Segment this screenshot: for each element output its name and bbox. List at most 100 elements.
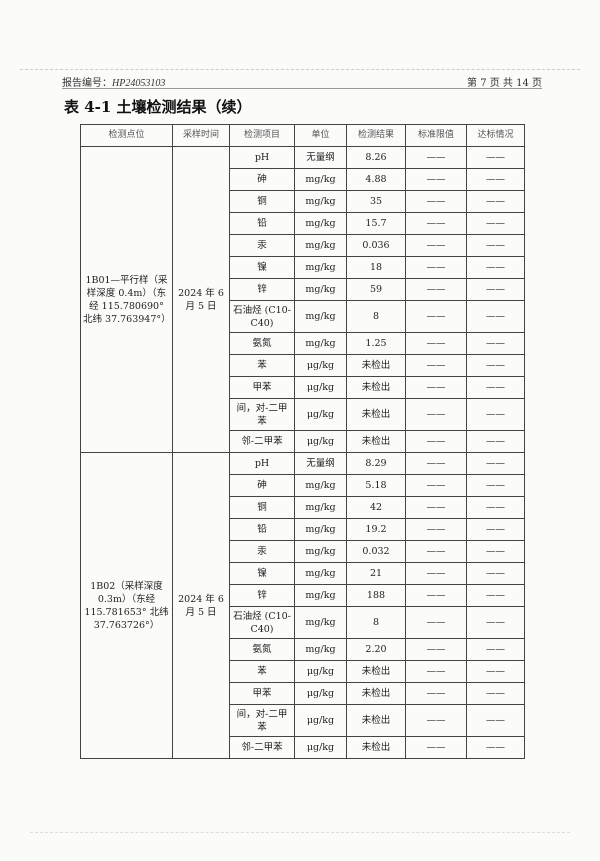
col-status: 达标情况 <box>466 124 525 147</box>
status-cell: —— <box>466 736 525 759</box>
page-header: 报告编号：HP24053103 第 7 页 共 14 页 <box>62 72 542 89</box>
result-cell: 35 <box>346 190 406 213</box>
table-row: 镍 mg/kg 18 —— —— <box>81 256 525 279</box>
item-cell: 甲苯 <box>229 376 295 399</box>
item-cell: 镍 <box>229 256 295 279</box>
item-cell: 邻-二甲苯 <box>229 430 295 453</box>
status-cell: —— <box>466 332 525 355</box>
status-cell: —— <box>466 234 525 257</box>
table-row: 1B02（采样深度 0.3m）（东经 115.781653° 北纬 37.763… <box>80 452 525 759</box>
col-limit: 标准限值 <box>405 124 467 147</box>
item-cell: 铅 <box>229 518 295 541</box>
unit-cell: mg/kg <box>294 256 347 279</box>
unit-cell: μg/kg <box>294 354 347 377</box>
result-cell: 8.29 <box>346 452 406 475</box>
unit-cell: μg/kg <box>294 376 347 399</box>
limit-cell: —— <box>405 234 467 257</box>
result-cell: 19.2 <box>346 518 406 541</box>
limit-cell: —— <box>405 168 467 191</box>
unit-cell: μg/kg <box>294 398 347 431</box>
status-cell: —— <box>466 518 525 541</box>
result-cell: 未检出 <box>346 660 406 683</box>
col-location: 检测点位 <box>80 124 173 147</box>
unit-cell: μg/kg <box>294 704 347 737</box>
unit-cell: mg/kg <box>294 540 347 563</box>
unit-cell: mg/kg <box>294 518 347 541</box>
item-cell: 苯 <box>229 354 295 377</box>
table-row: 苯 μg/kg 未检出 —— —— <box>81 660 525 683</box>
item-cell: pH <box>229 146 295 169</box>
result-cell: 0.036 <box>346 234 406 257</box>
col-result: 检测结果 <box>346 124 406 147</box>
limit-cell: —— <box>405 518 467 541</box>
limit-cell: —— <box>405 146 467 169</box>
date-cell: 2024 年 6 月 5 日 <box>172 452 230 759</box>
item-cell: 氨氮 <box>229 332 295 355</box>
item-cell: 石油烃 (C10-C40) <box>229 606 295 639</box>
date-cell: 2024 年 6 月 5 日 <box>172 146 230 453</box>
location-cell: 1B02（采样深度 0.3m）（东经 115.781653° 北纬 37.763… <box>80 452 173 759</box>
status-cell: —— <box>466 354 525 377</box>
limit-cell: —— <box>405 682 467 705</box>
item-cell: 镍 <box>229 562 295 585</box>
table-row: 砷 mg/kg 4.88 —— —— <box>81 168 525 191</box>
unit-cell: mg/kg <box>294 562 347 585</box>
table-title: 表 4-1 土壤检测结果（续） <box>64 98 252 116</box>
item-cell: 氨氮 <box>229 638 295 661</box>
col-date: 采样时间 <box>172 124 230 147</box>
page-number: 第 7 页 共 14 页 <box>467 78 542 89</box>
unit-cell: mg/kg <box>294 278 347 301</box>
limit-cell: —— <box>405 212 467 235</box>
limit-cell: —— <box>405 584 467 607</box>
table-row: 氨氮 mg/kg 2.20 —— —— <box>81 638 525 661</box>
limit-cell: —— <box>405 540 467 563</box>
result-cell: 188 <box>346 584 406 607</box>
limit-cell: —— <box>405 606 467 639</box>
result-cell: 59 <box>346 278 406 301</box>
table-header-row: 检测点位 采样时间 检测项目 单位 检测结果 标准限值 达标情况 <box>80 124 525 147</box>
result-cell: 未检出 <box>346 736 406 759</box>
table-row: 镍 mg/kg 21 —— —— <box>81 562 525 585</box>
limit-cell: —— <box>405 704 467 737</box>
result-cell: 18 <box>346 256 406 279</box>
status-cell: —— <box>466 682 525 705</box>
limit-cell: —— <box>405 278 467 301</box>
limit-cell: —— <box>405 300 467 333</box>
result-cell: 未检出 <box>346 398 406 431</box>
item-cell: 砷 <box>229 168 295 191</box>
unit-cell: mg/kg <box>294 584 347 607</box>
table-row: 铅 mg/kg 19.2 —— —— <box>81 518 525 541</box>
status-cell: —— <box>466 146 525 169</box>
status-cell: —— <box>466 540 525 563</box>
status-cell: —— <box>466 496 525 519</box>
limit-cell: —— <box>405 496 467 519</box>
table-row: 石油烃 (C10-C40) mg/kg 8 —— —— <box>81 300 525 333</box>
item-cell: 汞 <box>229 234 295 257</box>
result-cell: 4.88 <box>346 168 406 191</box>
item-cell: 锌 <box>229 278 295 301</box>
limit-cell: —— <box>405 190 467 213</box>
result-cell: 8 <box>346 606 406 639</box>
limit-cell: —— <box>405 354 467 377</box>
limit-cell: —— <box>405 452 467 475</box>
item-cell: 甲苯 <box>229 682 295 705</box>
result-cell: 未检出 <box>346 354 406 377</box>
limit-cell: —— <box>405 398 467 431</box>
table-row: 甲苯 μg/kg 未检出 —— —— <box>81 376 525 399</box>
table-row: 汞 mg/kg 0.032 —— —— <box>81 540 525 563</box>
result-cell: 未检出 <box>346 376 406 399</box>
item-cell: 邻-二甲苯 <box>229 736 295 759</box>
result-cell: 5.18 <box>346 474 406 497</box>
status-cell: —— <box>466 452 525 475</box>
status-cell: —— <box>466 704 525 737</box>
status-cell: —— <box>466 638 525 661</box>
result-cell: 8 <box>346 300 406 333</box>
result-cell: 8.26 <box>346 146 406 169</box>
unit-cell: μg/kg <box>294 682 347 705</box>
item-cell: 石油烃 (C10-C40) <box>229 300 295 333</box>
status-cell: —— <box>466 398 525 431</box>
status-cell: —— <box>466 190 525 213</box>
unit-cell: mg/kg <box>294 168 347 191</box>
result-cell: 2.20 <box>346 638 406 661</box>
unit-cell: mg/kg <box>294 234 347 257</box>
